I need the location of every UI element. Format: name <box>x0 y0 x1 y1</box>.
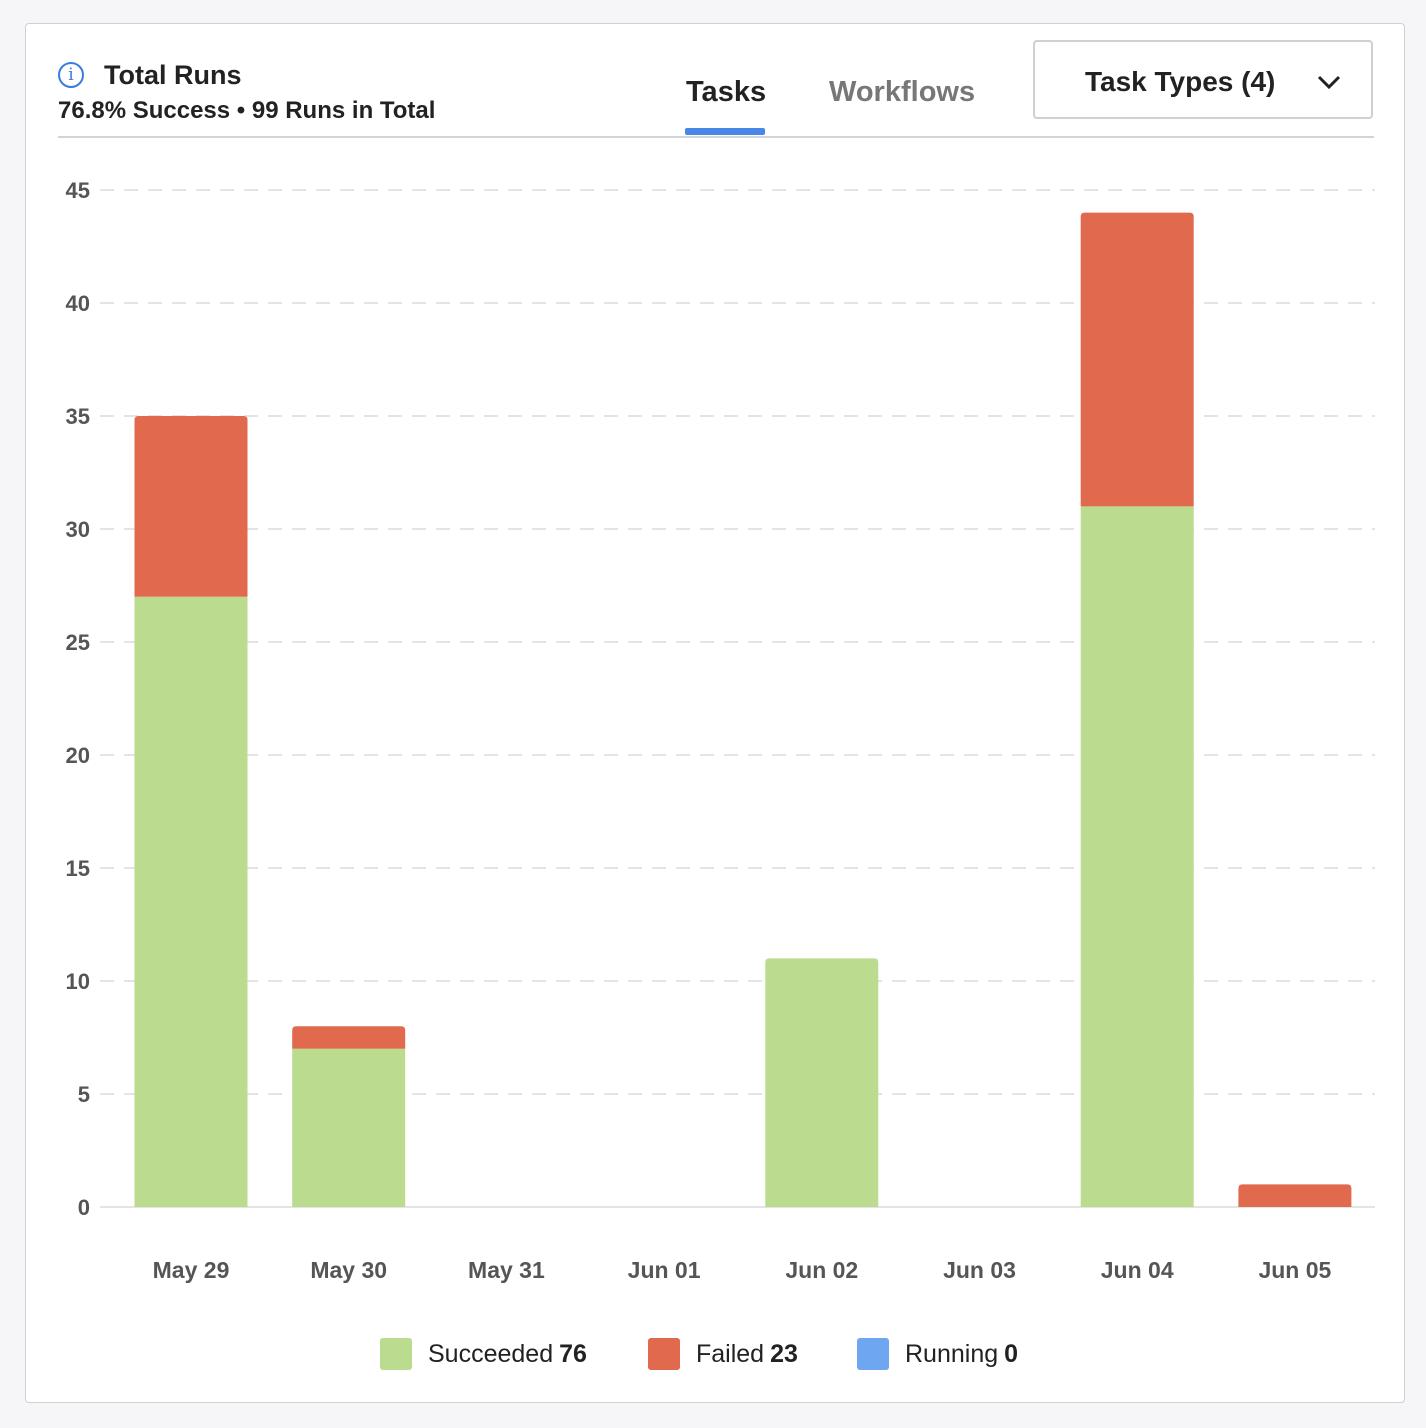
succeeded-swatch <box>380 1338 412 1370</box>
y-tick-label: 35 <box>66 404 90 429</box>
active-tab-indicator <box>685 128 765 135</box>
bar-succeeded <box>1080 506 1194 1207</box>
bar-succeeded <box>292 1048 406 1207</box>
x-tick-label: Jun 02 <box>785 1257 858 1283</box>
y-tick-label: 10 <box>66 969 90 994</box>
legend-count: 23 <box>770 1339 798 1368</box>
header-divider <box>58 136 1374 138</box>
y-tick-label: 45 <box>66 178 90 203</box>
bar-failed <box>1238 1184 1352 1207</box>
task-types-dropdown[interactable]: Task Types (4) <box>1033 40 1373 119</box>
y-tick-label: 40 <box>66 291 90 316</box>
bar-failed <box>1080 212 1194 507</box>
legend-label: Succeeded <box>428 1339 554 1368</box>
x-tick-label: Jun 01 <box>628 1257 701 1283</box>
tab-workflows[interactable]: Workflows <box>829 76 976 108</box>
y-tick-label: 5 <box>78 1082 90 1107</box>
legend-running[interactable]: Running 0 <box>857 1338 1018 1370</box>
failed-swatch <box>648 1338 680 1370</box>
x-tick-label: May 31 <box>468 1257 545 1283</box>
x-tick-label: Jun 03 <box>943 1257 1016 1283</box>
bar-succeeded <box>134 596 248 1207</box>
x-tick-label: May 29 <box>153 1257 230 1283</box>
bar-failed <box>134 416 248 597</box>
legend-failed[interactable]: Failed 23 <box>648 1338 798 1370</box>
y-tick-label: 20 <box>66 743 90 768</box>
bar-failed <box>292 1026 406 1049</box>
y-tick-label: 0 <box>78 1195 90 1220</box>
legend-count: 76 <box>559 1339 587 1368</box>
x-tick-label: May 30 <box>310 1257 387 1283</box>
chevron-down-icon <box>1317 75 1341 90</box>
y-tick-label: 30 <box>66 517 90 542</box>
y-tick-label: 15 <box>66 856 90 881</box>
card-subtitle: 76.8% Success • 99 Runs in Total <box>58 97 436 124</box>
running-swatch <box>857 1338 889 1370</box>
y-tick-label: 25 <box>66 630 90 655</box>
legend-label: Running <box>905 1339 999 1368</box>
x-tick-label: Jun 05 <box>1258 1257 1331 1283</box>
x-tick-label: Jun 04 <box>1101 1257 1174 1283</box>
tab-tasks[interactable]: Tasks <box>686 76 767 108</box>
legend-label: Failed <box>696 1339 765 1368</box>
card-title: Total Runs <box>104 60 242 90</box>
legend-succeeded[interactable]: Succeeded 76 <box>380 1338 587 1370</box>
dropdown-label: Task Types (4) <box>1085 66 1276 97</box>
bar-succeeded <box>765 958 879 1207</box>
info-icon[interactable]: i <box>58 62 84 88</box>
legend-count: 0 <box>1004 1339 1019 1368</box>
